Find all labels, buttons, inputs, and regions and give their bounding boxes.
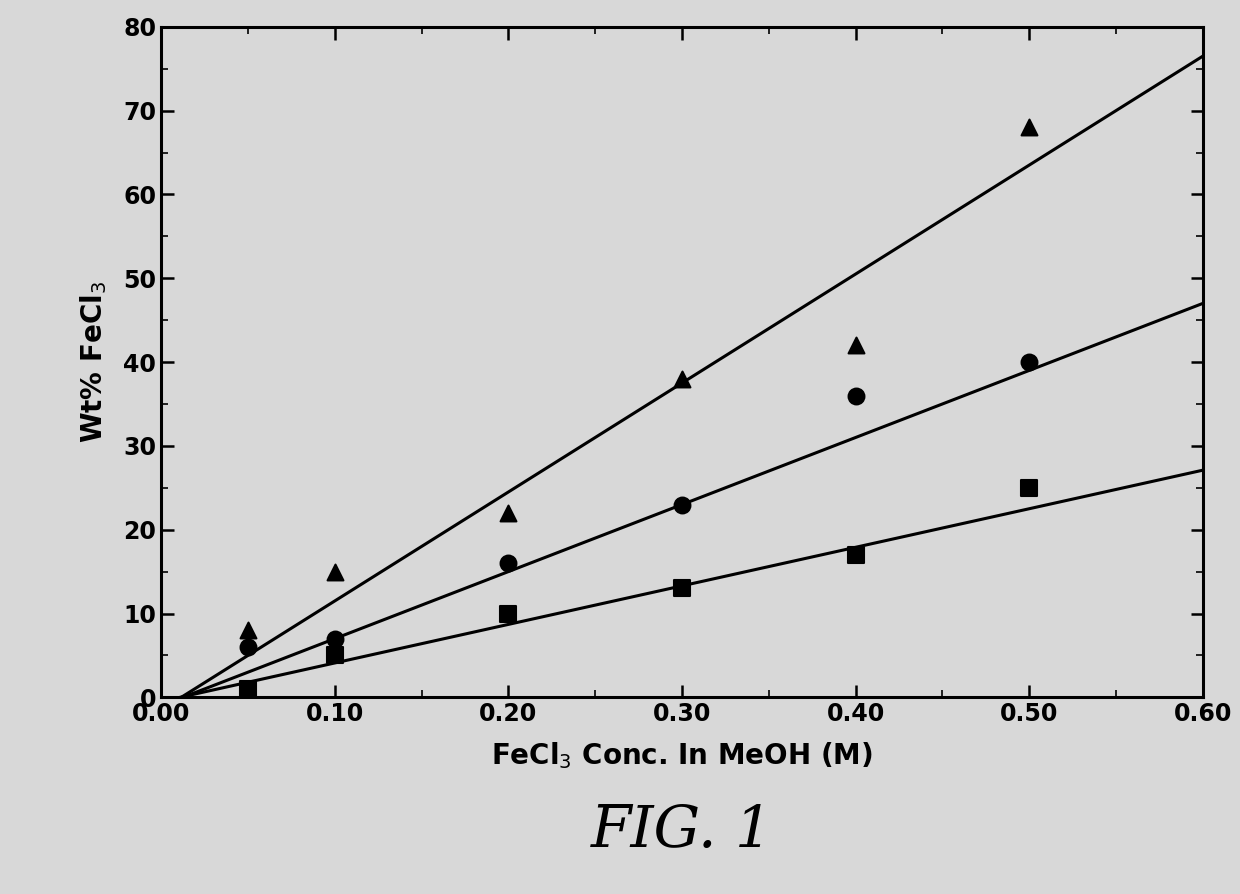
- Point: [672, 372, 692, 386]
- Point: [498, 606, 518, 620]
- Point: [672, 581, 692, 595]
- Point: [498, 506, 518, 520]
- Text: FIG. 1: FIG. 1: [591, 803, 773, 860]
- Point: [1019, 481, 1039, 495]
- Y-axis label: Wt% FeCl$_3$: Wt% FeCl$_3$: [78, 281, 109, 443]
- Point: [1019, 355, 1039, 369]
- Point: [325, 631, 345, 645]
- Point: [846, 338, 866, 352]
- Point: [238, 623, 258, 637]
- Point: [846, 548, 866, 562]
- Point: [325, 564, 345, 578]
- Point: [238, 640, 258, 654]
- Point: [498, 556, 518, 570]
- Point: [238, 682, 258, 696]
- Point: [1019, 121, 1039, 135]
- Point: [672, 497, 692, 511]
- Point: [325, 648, 345, 662]
- X-axis label: FeCl$_3$ Conc. In MeOH (M): FeCl$_3$ Conc. In MeOH (M): [491, 740, 873, 771]
- Point: [846, 388, 866, 402]
